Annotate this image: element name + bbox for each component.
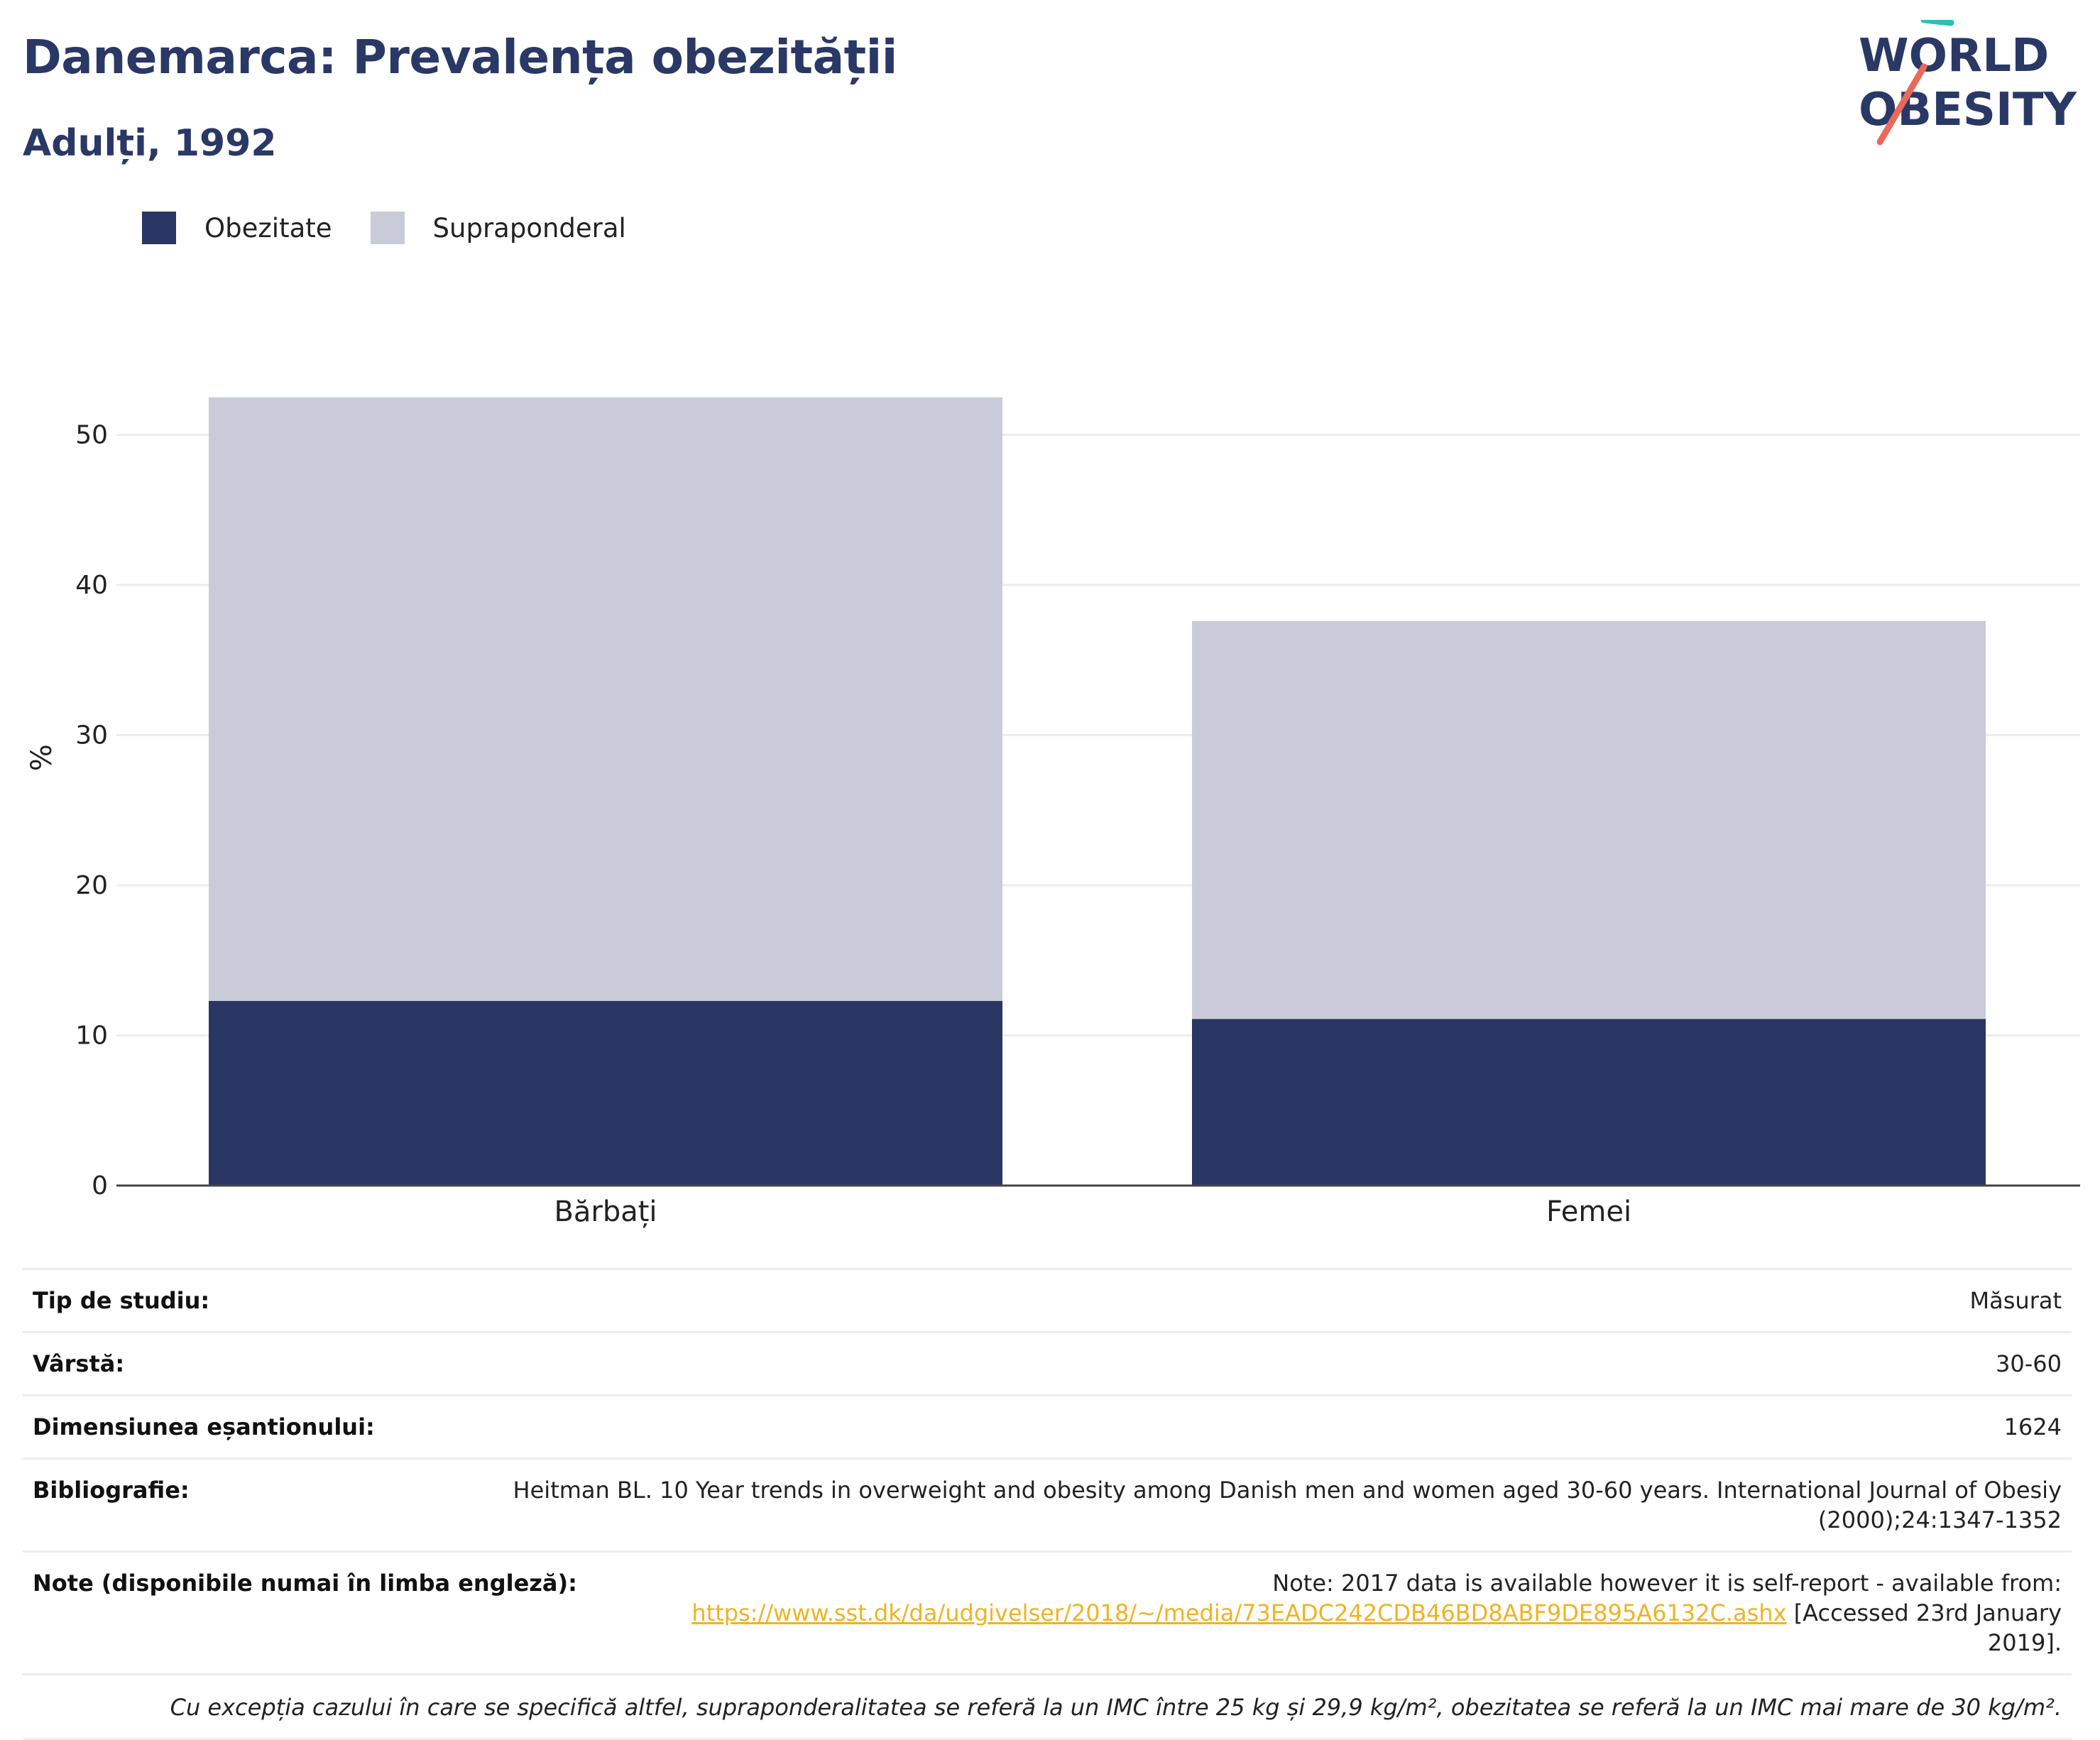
info-label: Note (disponibile numai în limba engleză…	[33, 1570, 577, 1597]
y-tick-label: 20	[75, 871, 108, 900]
x-tick-label: Bărbați	[554, 1195, 657, 1228]
chart-legend: Obezitate Supraponderal	[142, 212, 665, 244]
info-row-bibliography: Bibliografie: Heitman BL. 10 Year trends…	[23, 1460, 2072, 1553]
legend-label-overweight: Supraponderal	[432, 212, 626, 244]
info-label: Tip de studiu:	[33, 1287, 210, 1314]
page-subtitle: Adulți, 1992	[23, 122, 277, 165]
info-row-study-type: Tip de studiu: Măsurat	[23, 1270, 2072, 1333]
bar-obesity-1	[1192, 1019, 1986, 1186]
x-tick-label: Femei	[1546, 1195, 1631, 1228]
legend-swatch-obesity	[142, 212, 176, 244]
info-label: Bibliografie:	[33, 1477, 190, 1504]
info-row-notes: Note (disponibile numai în limba engleză…	[23, 1553, 2072, 1675]
y-tick-label: 30	[75, 721, 108, 750]
info-row-sample-size: Dimensiunea eșantionului: 1624	[23, 1396, 2072, 1460]
bar-overweight-1	[1192, 620, 1986, 1019]
page-title: Danemarca: Prevalența obezității	[23, 30, 897, 84]
y-axis-title: %	[26, 744, 58, 771]
logo-slash-teal	[1920, 20, 1954, 26]
y-tick-label: 50	[75, 421, 108, 450]
info-label: Vârstă:	[33, 1350, 125, 1377]
legend-item-overweight[interactable]: Supraponderal	[370, 212, 626, 244]
definition-footnote: Cu excepția cazului în care se specifică…	[23, 1675, 2072, 1740]
bar-obesity-0	[209, 1000, 1002, 1186]
notes-accessed: [Accessed 23rd January 2019].	[1786, 1599, 2062, 1656]
legend-label-obesity: Obezitate	[204, 212, 332, 244]
y-tick-label: 10	[75, 1022, 108, 1051]
study-info-table: Tip de studiu: Măsurat Vârstă: 30-60 Dim…	[23, 1268, 2072, 1740]
y-tick-label: 40	[75, 571, 108, 600]
logo-slash-red	[1876, 63, 1927, 146]
info-value: 1624	[2003, 1413, 2062, 1440]
info-value: Măsurat	[1969, 1287, 2062, 1314]
legend-swatch-overweight	[370, 212, 405, 244]
info-value: Heitman BL. 10 Year trends in overweight…	[513, 1477, 2062, 1533]
info-value: 30-60	[1996, 1350, 2062, 1377]
bar-overweight-0	[209, 397, 1002, 1001]
world-obesity-logo: WORLD OBESITY	[1859, 20, 2077, 146]
info-value-notes: Note: 2017 data is available however it …	[620, 1568, 2062, 1658]
notes-source-link[interactable]: https://www.sst.dk/da/udgivelser/2018/~/…	[691, 1599, 1787, 1626]
y-tick-label: 0	[92, 1171, 108, 1200]
info-label: Dimensiunea eșantionului:	[33, 1413, 375, 1440]
logo-word-1: WORLD	[1859, 30, 2049, 82]
notes-text: Note: 2017 data is available however it …	[1272, 1570, 2062, 1597]
bar-chart: 0 10 20 30 40 50% Bărbați Femei	[26, 397, 2080, 1228]
legend-item-obesity[interactable]: Obezitate	[142, 212, 332, 244]
info-row-age: Vârstă: 30-60	[23, 1333, 2072, 1396]
